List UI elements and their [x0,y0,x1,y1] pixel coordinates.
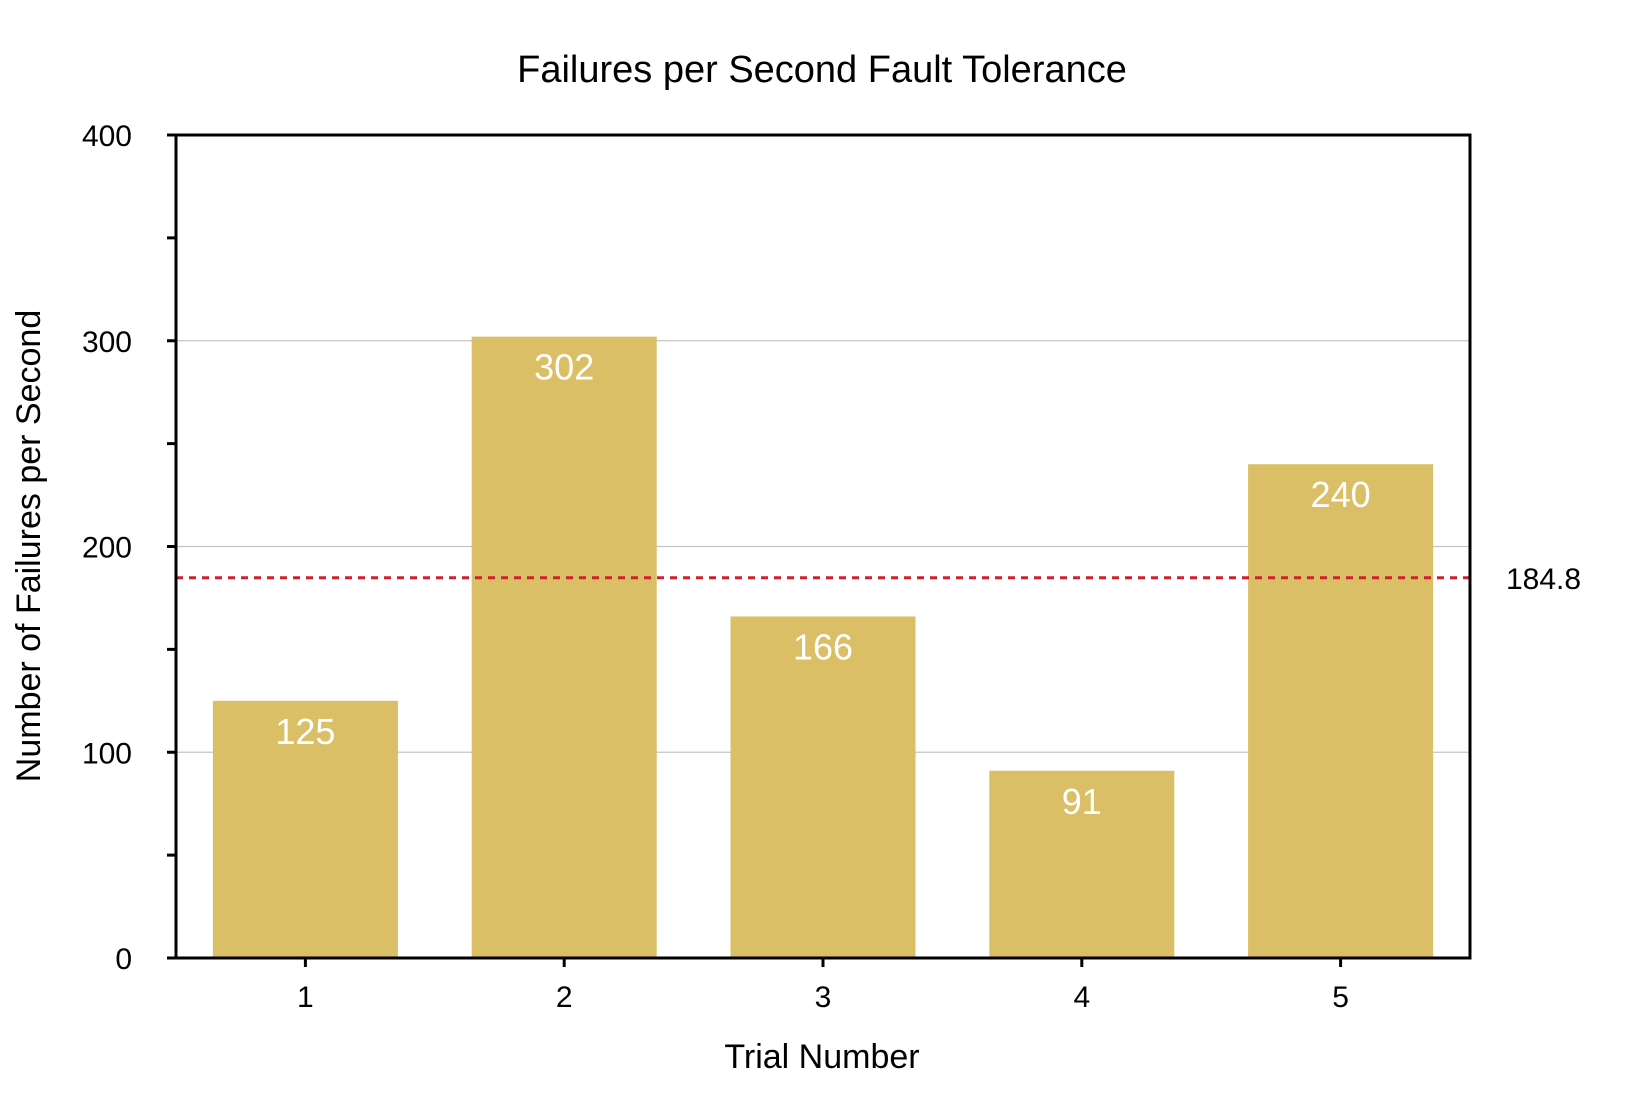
bars [212,336,1434,958]
x-tick-label: 4 [1073,981,1090,1014]
bar-trial-2 [471,336,657,958]
y-tick-label: 400 [82,120,132,153]
bar-value-label: 91 [1062,781,1102,822]
y-axis-ticks: 0 100 200 300 400 [82,120,176,976]
x-axis-label: Trial Number [724,1038,919,1076]
y-tick-label: 200 [82,532,132,565]
bar-value-label: 125 [275,711,335,752]
bar-trial-1 [212,700,398,958]
reference-line-group: 184.8 [176,563,1581,596]
bar-trial-3 [730,616,916,958]
bar-trial-5 [1248,464,1434,958]
bar-value-label: 240 [1311,474,1371,515]
x-tick-label: 5 [1332,981,1349,1014]
bar-trial-4 [989,770,1175,958]
x-axis-ticks: 1 2 3 4 5 [297,958,1349,1014]
y-axis-label: Number of Failures per Second [10,310,48,782]
y-tick-label: 100 [82,737,132,770]
x-tick-label: 1 [297,981,314,1014]
chart-title: Failures per Second Fault Tolerance [517,49,1127,91]
bar-data-labels: 125 302 166 91 240 [275,347,1370,822]
y-tick-label: 300 [82,326,132,359]
reference-line-label: 184.8 [1506,563,1581,596]
y-tick-label: 0 [115,943,132,976]
x-tick-label: 2 [556,981,573,1014]
bar-value-label: 302 [534,347,594,388]
bar-value-label: 166 [793,626,853,667]
x-tick-label: 3 [815,981,832,1014]
